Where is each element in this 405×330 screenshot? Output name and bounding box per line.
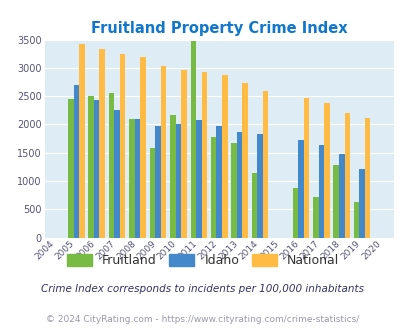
Bar xyxy=(196,120,201,238)
Legend: Fruitland, Idaho, National: Fruitland, Idaho, National xyxy=(63,250,342,271)
Bar xyxy=(344,113,349,238)
Text: Crime Index corresponds to incidents per 100,000 inhabitants: Crime Index corresponds to incidents per… xyxy=(41,284,364,294)
Bar xyxy=(190,41,196,238)
Bar xyxy=(251,173,257,238)
Bar xyxy=(242,83,247,238)
Bar xyxy=(353,202,358,238)
Bar xyxy=(119,54,125,238)
Bar xyxy=(73,85,79,238)
Bar xyxy=(338,154,344,238)
Bar xyxy=(211,137,216,238)
Bar xyxy=(312,197,318,238)
Bar xyxy=(155,126,160,238)
Bar xyxy=(68,99,73,238)
Bar xyxy=(140,56,145,238)
Bar xyxy=(364,118,369,238)
Bar xyxy=(262,91,268,238)
Bar xyxy=(175,124,181,238)
Bar xyxy=(94,100,99,238)
Bar xyxy=(99,49,105,238)
Bar xyxy=(358,169,364,238)
Bar xyxy=(134,119,140,238)
Bar xyxy=(79,44,84,238)
Bar xyxy=(323,103,329,238)
Bar xyxy=(201,72,207,238)
Bar xyxy=(216,126,222,238)
Bar xyxy=(88,96,94,238)
Bar xyxy=(222,75,227,238)
Bar xyxy=(292,188,297,238)
Bar xyxy=(297,140,303,238)
Bar xyxy=(149,148,155,238)
Text: © 2024 CityRating.com - https://www.cityrating.com/crime-statistics/: © 2024 CityRating.com - https://www.city… xyxy=(46,315,359,324)
Bar xyxy=(237,132,242,238)
Bar xyxy=(181,70,186,238)
Title: Fruitland Property Crime Index: Fruitland Property Crime Index xyxy=(91,21,347,36)
Bar xyxy=(318,146,323,238)
Bar xyxy=(109,93,114,238)
Bar xyxy=(129,119,134,238)
Bar xyxy=(333,165,338,238)
Bar xyxy=(257,134,262,238)
Bar xyxy=(303,98,309,238)
Bar xyxy=(114,110,119,238)
Bar xyxy=(170,115,175,238)
Bar xyxy=(160,66,166,238)
Bar xyxy=(231,143,237,238)
